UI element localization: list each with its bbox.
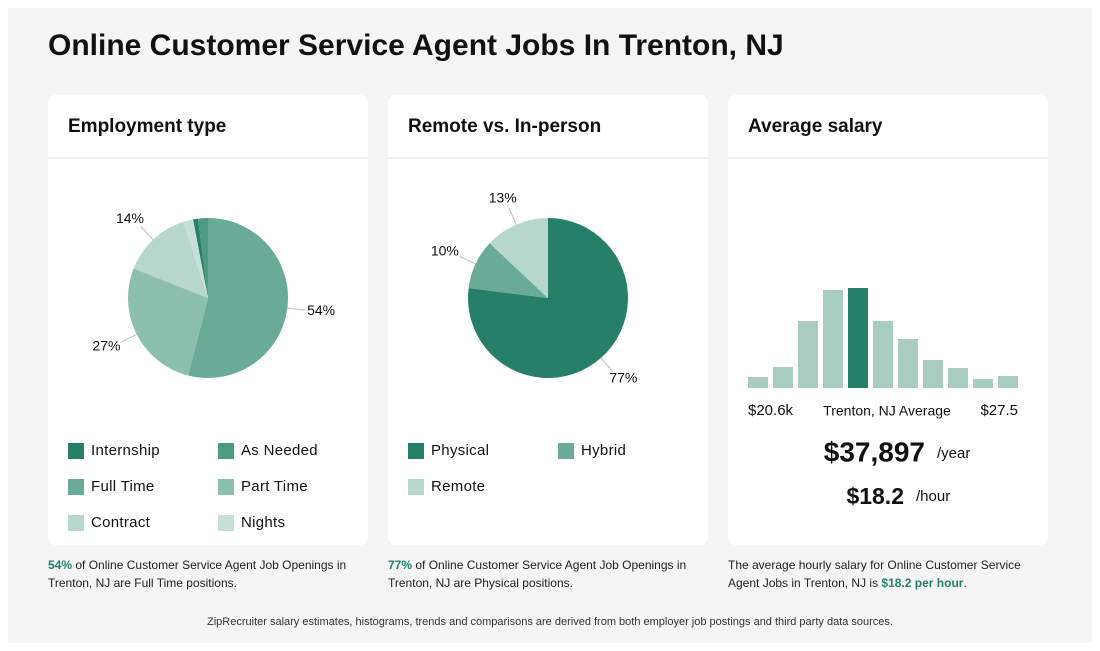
pie-label: 77% (609, 370, 637, 386)
legend-swatch (218, 479, 234, 495)
pie-label: 14% (116, 210, 144, 226)
pie-label: 10% (431, 243, 459, 259)
caption: 77% of Online Customer Service Agent Job… (388, 556, 698, 592)
caption-text: . (963, 576, 967, 590)
legend-swatch (408, 443, 424, 459)
histogram-bar (898, 339, 918, 388)
leader-line (508, 207, 517, 225)
histogram-bar (773, 367, 793, 388)
pie-label: 27% (92, 338, 120, 354)
salary-hour: $18.2 (846, 483, 904, 509)
salary-year-unit: /year (937, 445, 970, 462)
x-label: Trenton, NJ Average (823, 403, 951, 419)
x-label: $20.6k (748, 402, 794, 419)
pie-slice (197, 218, 208, 298)
pie-label: 54% (307, 302, 335, 318)
leader-line (120, 333, 137, 343)
leader-line (600, 357, 614, 372)
card (728, 95, 1048, 545)
caption-text: The average hourly salary for Online Cus… (728, 558, 1021, 590)
pie-slice (127, 268, 208, 376)
legend-swatch (408, 479, 424, 495)
legend-swatch (558, 443, 574, 459)
histogram-bar (973, 379, 993, 388)
footer: ZipRecruiter salary estimates, histogram… (207, 616, 893, 628)
caption: 54% of Online Customer Service Agent Job… (48, 556, 358, 592)
histogram-bar (798, 321, 818, 388)
histogram-bar (748, 377, 768, 388)
salary-hour-unit: /hour (916, 488, 950, 505)
card-title: Remote vs. In-person (408, 116, 601, 137)
legend-label: Contract (91, 514, 151, 531)
caption-text: of Online Customer Service Agent Job Ope… (48, 558, 347, 590)
histogram-bar (923, 360, 943, 388)
pie-label: 13% (489, 190, 517, 206)
legend-swatch (68, 443, 84, 459)
legend-label: As Needed (241, 442, 318, 459)
legend-swatch (218, 515, 234, 531)
card-title: Employment type (68, 116, 226, 137)
histogram-bar (823, 290, 843, 388)
pie-slice (193, 218, 208, 298)
legend-label: Nights (241, 514, 285, 531)
leader-line (140, 226, 154, 241)
salary-year: $37,897 (824, 436, 925, 467)
legend-label: Hybrid (581, 442, 626, 459)
histogram-bar (873, 321, 893, 388)
legend-swatch (218, 443, 234, 459)
pie-slice (188, 218, 288, 378)
x-label: $27.5 (980, 402, 1018, 419)
pie-slice (133, 221, 208, 298)
pie-slice (467, 218, 628, 379)
legend-label: Internship (91, 442, 160, 459)
legend-swatch (68, 515, 84, 531)
legend-swatch (68, 479, 84, 495)
histogram-bar (848, 288, 868, 388)
caption-text: 54% (48, 558, 73, 572)
legend-label: Part Time (241, 478, 308, 495)
caption-text: of Online Customer Service Agent Job Ope… (388, 558, 687, 590)
caption-text: 77% (388, 558, 413, 572)
legend-label: Remote (431, 478, 485, 495)
legend-label: Full Time (91, 478, 155, 495)
page-title: Online Customer Service Agent Jobs In Tr… (48, 29, 784, 62)
legend-label: Physical (431, 442, 489, 459)
histogram-bar (998, 376, 1018, 388)
pie-slice (183, 219, 208, 298)
pie-slice (468, 243, 548, 298)
caption-text: $18.2 per hour (881, 576, 964, 590)
pie-slice (489, 218, 548, 298)
leader-line (287, 307, 306, 311)
card-title: Average salary (748, 116, 883, 137)
caption: The average hourly salary for Online Cus… (728, 556, 1038, 592)
histogram-bar (948, 368, 968, 388)
leader-line (459, 255, 476, 265)
